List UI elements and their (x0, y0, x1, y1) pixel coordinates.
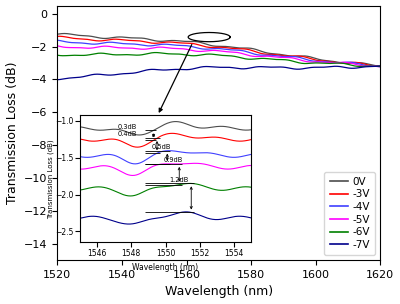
0V (113, 36, 118, 39)
-7V (138, 70, 143, 74)
X-axis label: Wavelength (nm): Wavelength (nm) (165, 285, 273, 299)
-6V (138, 53, 143, 57)
-4V (112, 41, 117, 44)
-4V (245, 50, 250, 54)
-3V (246, 48, 251, 51)
-4V (201, 47, 206, 51)
-4V (138, 43, 143, 47)
-4V (378, 65, 383, 68)
-3V (378, 65, 383, 68)
Line: -4V: -4V (57, 40, 380, 67)
-7V (245, 67, 250, 70)
0V (299, 54, 304, 58)
-5V (271, 55, 276, 59)
-6V (299, 61, 304, 65)
-4V (298, 56, 303, 60)
-7V (201, 65, 206, 68)
-3V (57, 34, 62, 38)
Line: -5V: -5V (57, 46, 380, 67)
-7V (298, 67, 303, 71)
Y-axis label: Transmission Loss (dB): Transmission Loss (dB) (6, 62, 18, 204)
-6V (153, 51, 158, 54)
-5V (201, 50, 206, 53)
-3V (55, 35, 60, 38)
Line: -6V: -6V (57, 53, 380, 67)
-6V (112, 53, 117, 57)
-7V (271, 65, 276, 69)
-4V (271, 54, 276, 57)
-6V (55, 54, 60, 57)
-5V (138, 47, 143, 51)
-6V (202, 53, 206, 56)
-3V (299, 54, 304, 58)
-5V (378, 65, 383, 69)
-3V (113, 37, 118, 41)
0V (246, 46, 251, 50)
0V (202, 42, 206, 45)
-6V (246, 57, 251, 61)
-5V (55, 44, 60, 48)
0V (138, 36, 143, 40)
Line: -3V: -3V (57, 36, 380, 67)
0V (271, 52, 276, 56)
-6V (271, 57, 276, 61)
0V (55, 32, 60, 36)
-7V (112, 73, 117, 77)
-3V (138, 39, 143, 43)
-3V (271, 53, 276, 56)
-5V (245, 54, 250, 57)
-5V (298, 58, 303, 62)
-7V (378, 64, 383, 68)
-6V (378, 65, 383, 68)
0V (378, 64, 383, 68)
-3V (202, 45, 206, 48)
0V (62, 32, 67, 35)
Line: -7V: -7V (57, 66, 380, 80)
-4V (55, 38, 60, 42)
Line: 0V: 0V (57, 33, 380, 66)
-7V (55, 78, 60, 81)
Legend: 0V, -3V, -4V, -5V, -6V, -7V: 0V, -3V, -4V, -5V, -6V, -7V (324, 171, 375, 255)
-5V (112, 45, 117, 49)
